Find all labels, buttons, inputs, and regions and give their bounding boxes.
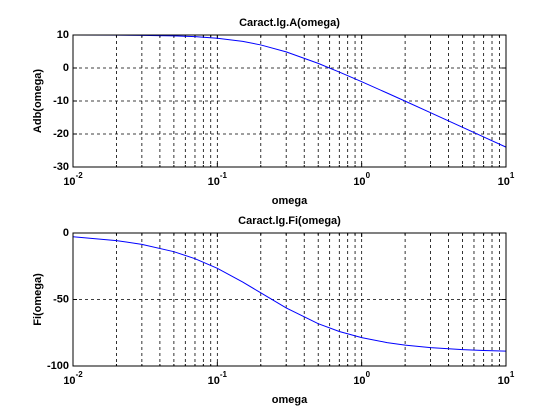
y-tick-label: -10 (53, 95, 69, 107)
x-tick-label: 10-1 (208, 171, 228, 188)
x-tick-exponent: -1 (220, 370, 228, 379)
x-tick-exponent: 1 (510, 370, 515, 379)
y-tick-label: -30 (53, 161, 69, 173)
x-tick-exponent: 0 (366, 171, 371, 180)
x-tick-exponent: 0 (366, 370, 371, 379)
x-tick-label: 100 (353, 171, 370, 188)
y-axis-label: Adb(omega) (32, 69, 44, 134)
x-axis-label: omega (272, 195, 308, 207)
x-axis-label: omega (272, 394, 308, 406)
y-axis-label: Fi(omega) (32, 273, 44, 326)
x-tick-label: 101 (498, 171, 515, 188)
y-tick-label: 0 (63, 62, 69, 74)
data-line (72, 236, 507, 352)
data-line (72, 34, 507, 148)
x-tick-label: 101 (498, 370, 515, 387)
chart-title: Caract.lg.Fi(omega) (238, 215, 341, 227)
x-tick-base: 10 (63, 176, 75, 188)
x-tick-base: 10 (63, 375, 75, 387)
x-tick-base: 10 (208, 176, 220, 188)
x-tick-base: 10 (498, 176, 510, 188)
y-tick-label: -100 (47, 360, 69, 372)
x-tick-label: 100 (353, 370, 370, 387)
x-tick-base: 10 (208, 375, 220, 387)
x-tick-label: 10-1 (208, 370, 228, 387)
x-tick-exponent: -2 (76, 171, 84, 180)
x-tick-exponent: 1 (510, 171, 515, 180)
x-tick-exponent: -1 (220, 171, 228, 180)
y-tick-label: -50 (53, 293, 69, 305)
x-tick-base: 10 (353, 176, 365, 188)
x-tick-base: 10 (353, 375, 365, 387)
y-tick-label: 0 (63, 227, 69, 239)
x-tick-label: 10-2 (63, 171, 83, 188)
y-tick-label: 10 (57, 29, 69, 41)
axes-frame (72, 232, 507, 367)
x-tick-base: 10 (498, 375, 510, 387)
y-tick-label: -20 (53, 128, 69, 140)
chart-title: Caract.lg.A(omega) (239, 17, 340, 29)
x-tick-label: 10-2 (63, 370, 83, 387)
axes-frame (72, 34, 507, 168)
x-tick-exponent: -2 (76, 370, 84, 379)
